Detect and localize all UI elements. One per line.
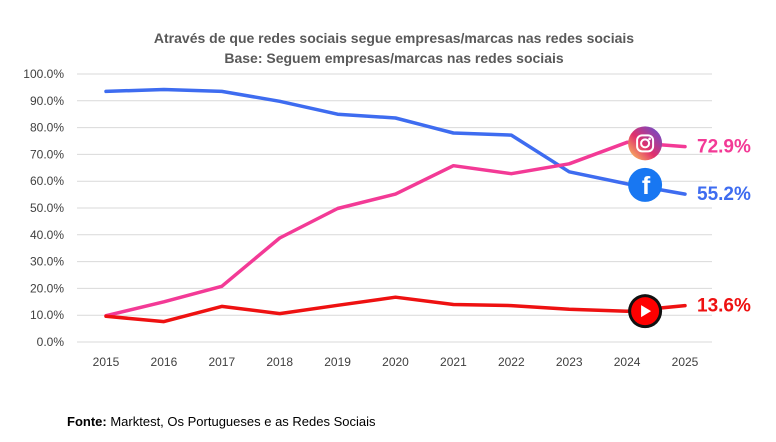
y-tick-label: 60.0%	[30, 174, 64, 188]
x-tick-label: 2017	[208, 355, 235, 369]
y-tick-label: 30.0%	[30, 255, 64, 269]
youtube-icon	[628, 294, 663, 329]
x-tick-label: 2025	[672, 355, 699, 369]
facebook-icon: f	[628, 167, 663, 202]
y-tick-label: 40.0%	[30, 228, 64, 242]
y-tick-label: 70.0%	[30, 147, 64, 161]
source-note: Fonte: Marktest, Os Portugueses e as Red…	[67, 414, 376, 429]
x-tick-label: 2020	[382, 355, 409, 369]
y-tick-label: 80.0%	[30, 121, 64, 135]
series-line-youtube	[104, 295, 687, 324]
y-tick-label: 100.0%	[23, 67, 64, 81]
end-label-instagram: 72.9%	[697, 137, 751, 158]
svg-text:f: f	[642, 172, 651, 200]
x-tick-label: 2016	[151, 355, 178, 369]
x-tick-label: 2019	[324, 355, 351, 369]
y-tick-label: 90.0%	[30, 94, 64, 108]
x-tick-label: 2024	[614, 355, 641, 369]
end-label-youtube: 13.6%	[697, 296, 751, 317]
source-label: Fonte:	[67, 414, 107, 429]
chart-subtitle: Base: Seguem empresas/marcas nas redes s…	[224, 50, 564, 66]
y-tick-label: 50.0%	[30, 201, 64, 215]
gridlines	[77, 73, 712, 343]
chart-title: Através de que redes sociais segue empre…	[154, 30, 634, 46]
instagram-icon	[628, 126, 663, 161]
x-tick-label: 2015	[93, 355, 120, 369]
series-end-labels: 55.2% 72.9% 13.6%	[697, 137, 751, 317]
source-text: Marktest, Os Portugueses e as Redes Soci…	[110, 414, 376, 429]
x-tick-label: 2022	[498, 355, 525, 369]
series-line-instagram	[104, 140, 687, 318]
x-axis-ticks: 2015 2016 2017 2018 2019 2020 2021 2022 2023 2024…	[93, 355, 699, 369]
y-axis-ticks: 0.0% 10.0% 20.0% 30.0% 40.0% 50.0% 60.0% 70.0% 8…	[23, 67, 64, 349]
y-tick-label: 10.0%	[30, 308, 64, 322]
end-label-facebook: 55.2%	[697, 184, 751, 205]
x-tick-label: 2018	[266, 355, 293, 369]
y-tick-label: 0.0%	[37, 335, 65, 349]
series-icons: f	[628, 126, 663, 329]
series-lines	[104, 87, 687, 324]
y-tick-label: 20.0%	[30, 281, 64, 295]
x-tick-label: 2023	[556, 355, 583, 369]
x-tick-label: 2021	[440, 355, 467, 369]
series-line-facebook	[104, 87, 687, 196]
